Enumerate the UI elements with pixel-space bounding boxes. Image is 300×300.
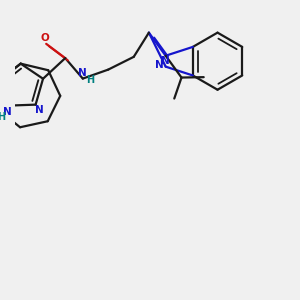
Text: O: O <box>40 33 49 43</box>
Text: N: N <box>35 105 44 116</box>
Text: N: N <box>3 107 11 117</box>
Text: N: N <box>161 56 170 66</box>
Text: H: H <box>86 75 94 85</box>
Text: N: N <box>78 68 87 78</box>
Text: N: N <box>155 60 164 70</box>
Text: H: H <box>0 112 6 122</box>
